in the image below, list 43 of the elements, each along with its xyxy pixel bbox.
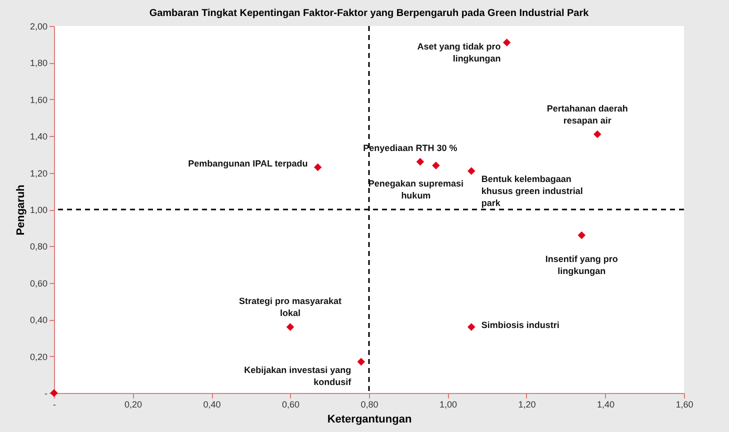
point bbox=[594, 130, 602, 138]
x-tick-label: 1,60 bbox=[676, 400, 694, 410]
x-tick-label: 0,80 bbox=[360, 400, 378, 410]
x-tick-label: 1,00 bbox=[439, 400, 458, 410]
annotation: Pertahanan daerah resapan air bbox=[546, 103, 628, 126]
annotation: Strategi pro masyarakat lokal bbox=[238, 296, 342, 318]
y-tick-label: 0,20 bbox=[30, 352, 48, 362]
annotation: Bentuk kelembagaan khusus green industrial park bbox=[481, 174, 583, 208]
x-tick-label: 0,20 bbox=[124, 400, 142, 410]
point bbox=[416, 158, 424, 166]
point bbox=[286, 323, 294, 331]
annotation: Penyediaan RTH 30 % bbox=[363, 142, 458, 153]
x-tick-label: 0,60 bbox=[282, 400, 300, 410]
y-tick-label: 0,40 bbox=[30, 315, 48, 326]
y-tick-label: - bbox=[44, 388, 48, 398]
y-tick-label: 1,20 bbox=[30, 168, 48, 178]
point bbox=[578, 231, 586, 240]
chart-title: Gambaran Tingkat Kepentingan Faktor-Faktor yang Berpengaruh pada Green Industrial Park bbox=[149, 8, 590, 19]
annotation: Pembangunan IPAL terpadu bbox=[188, 158, 308, 168]
y-tick-label: 2,00 bbox=[30, 22, 48, 32]
y-tick-label: 0,60 bbox=[30, 278, 48, 288]
point bbox=[502, 38, 511, 46]
annotation: Simbiosis industri bbox=[481, 320, 560, 330]
x-axis-title: Ketergantungan bbox=[327, 414, 412, 426]
x-tick-label: 0,40 bbox=[203, 400, 221, 410]
x-tick-label: 1,20 bbox=[518, 400, 536, 410]
annotation: Kebijakan investasi yang kondusif bbox=[244, 364, 352, 387]
y-tick-label: 1,00 bbox=[30, 205, 48, 215]
point bbox=[468, 323, 476, 331]
point bbox=[432, 162, 440, 170]
point bbox=[314, 163, 322, 172]
annotation: Penegakan supremasi hukum bbox=[368, 178, 464, 200]
x-tick-label: 1,40 bbox=[596, 400, 615, 410]
x-tick-label: - bbox=[53, 400, 56, 410]
y-tick-label: 1,40 bbox=[30, 132, 48, 142]
annotation: Aset yang tidak pro lingkungan bbox=[417, 42, 502, 64]
annotation: Insentif yang pro lingkungan bbox=[545, 254, 618, 276]
y-tick-label: 1,60 bbox=[30, 94, 48, 105]
y-tick-label: 0,80 bbox=[30, 242, 48, 252]
y-axis-title: Pengaruh bbox=[14, 184, 27, 236]
y-tick-label: 1,80 bbox=[30, 58, 48, 68]
point bbox=[468, 167, 476, 175]
point bbox=[357, 358, 365, 366]
